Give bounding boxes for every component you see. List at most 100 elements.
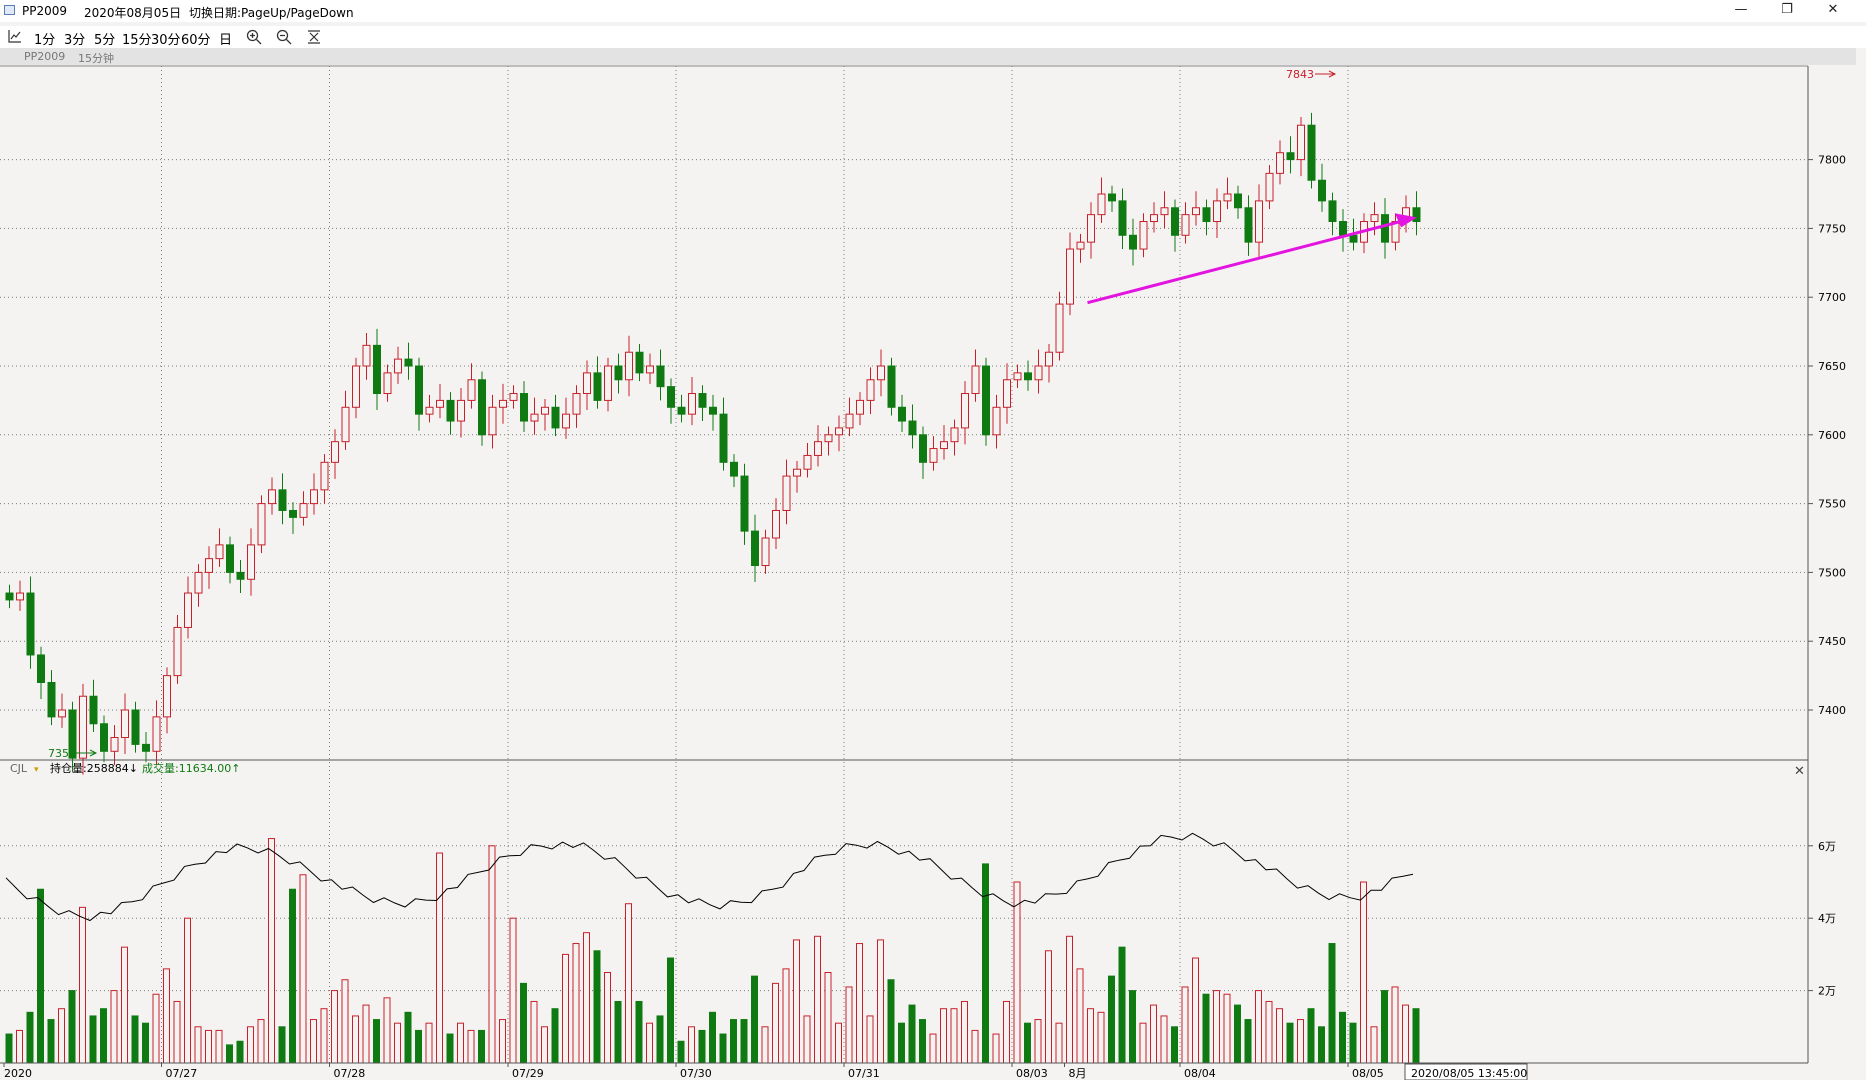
candle-body (215, 544, 224, 560)
candle-body (362, 344, 371, 367)
high-marker-label: 7843 (1286, 68, 1314, 81)
candle (331, 429, 339, 479)
candle (499, 383, 507, 424)
candle (1181, 202, 1190, 244)
volume-bar (814, 935, 821, 1064)
candle (1412, 191, 1421, 236)
volume-bar (520, 982, 527, 1064)
candle (898, 394, 906, 433)
volume-bar (1349, 1022, 1357, 1064)
close-icon[interactable]: ✕ (1794, 764, 1805, 779)
candle-body (1003, 379, 1011, 408)
volume-bar (1391, 986, 1399, 1064)
candle-body (152, 716, 161, 752)
candle-body (373, 344, 381, 395)
volume-bar (1223, 993, 1231, 1064)
period-60min-button[interactable]: 60分 (181, 33, 211, 48)
period-3min-button[interactable]: 3分 (64, 33, 86, 48)
candle-body (1055, 303, 1064, 353)
period-day-button[interactable]: 日 (219, 33, 233, 48)
period-30min-button[interactable]: 30分 (151, 33, 181, 48)
candle (688, 377, 696, 426)
candle-body (866, 379, 875, 401)
candle-body (509, 393, 518, 401)
candle (173, 615, 182, 684)
toolbar: 1分 3分 5分 15分 30分 60分 日 (0, 26, 1866, 48)
volume-bar (940, 1008, 947, 1064)
candle-body (814, 441, 822, 456)
candle (761, 529, 770, 574)
candle (299, 491, 308, 526)
candle (1192, 191, 1200, 226)
volume-bar (215, 1029, 223, 1064)
x-tick-label: 07/31 (848, 1067, 880, 1080)
period-1min-button[interactable]: 1分 (34, 33, 56, 48)
candle (373, 328, 381, 411)
volume-bar (26, 1011, 34, 1064)
candle (1013, 364, 1022, 389)
candle-body (919, 434, 927, 463)
volume-bar (488, 845, 496, 1064)
candle-body (856, 399, 864, 415)
volume-bar (247, 1026, 254, 1064)
candle-body (740, 475, 749, 532)
candle-body (173, 626, 182, 677)
volume-bar (646, 1022, 653, 1064)
period-5min-button[interactable]: 5分 (94, 33, 116, 48)
candle-body (1045, 351, 1053, 367)
volume-bar (719, 1033, 727, 1064)
candle (551, 394, 560, 437)
volume-bar (593, 950, 601, 1064)
volume-bar (1318, 1026, 1325, 1064)
volume-bar (16, 1029, 23, 1064)
candle-body (79, 695, 87, 759)
zoom-out-icon[interactable] (276, 29, 292, 49)
candle (1055, 291, 1064, 361)
candle-body (1150, 214, 1158, 223)
candle-body (635, 351, 644, 374)
candle-body (646, 365, 654, 374)
candle-body (950, 427, 959, 443)
candle-body (310, 489, 318, 505)
volume-bar (1171, 1026, 1178, 1064)
candle-body (415, 365, 423, 415)
candle-body (1024, 372, 1032, 381)
candle (940, 425, 948, 460)
candle (236, 560, 245, 594)
volume-bar (1297, 1019, 1304, 1064)
candle (530, 397, 539, 435)
candle-body (425, 406, 434, 415)
volume-bar (425, 1022, 433, 1064)
candle-body (1318, 179, 1326, 202)
candle-body (268, 489, 276, 505)
volume-bar (1265, 1000, 1273, 1064)
candle (677, 394, 686, 423)
candle-body (562, 413, 570, 429)
volume-bar (278, 1026, 286, 1064)
candle-body (58, 709, 66, 718)
candle-body (467, 379, 476, 401)
close-icon[interactable]: ✕ (1827, 2, 1839, 17)
restore-icon[interactable]: ❐ (1781, 2, 1793, 17)
zoom-in-icon[interactable] (246, 29, 262, 49)
reset-zoom-icon[interactable] (306, 29, 322, 49)
volume-bar (835, 1022, 842, 1064)
candle (184, 576, 192, 639)
minimize-icon[interactable]: — (1734, 2, 1748, 17)
candle-body (394, 358, 402, 374)
candle (1129, 218, 1137, 266)
volume-bar (394, 1022, 401, 1064)
volume-bar (1034, 1019, 1042, 1064)
price-tick-label: 7750 (1818, 222, 1846, 235)
line-chart-icon[interactable] (8, 29, 22, 47)
volume-bar (1412, 1008, 1420, 1064)
volume-bar (1024, 1022, 1031, 1064)
candle-body (278, 489, 287, 511)
candle (635, 343, 644, 382)
candle (667, 378, 675, 424)
volume-bar (415, 1029, 422, 1064)
candle-body (1087, 214, 1095, 243)
candle-body (1307, 124, 1316, 181)
period-15min-button[interactable]: 15分 (122, 33, 152, 48)
volume-bar (236, 1040, 244, 1064)
